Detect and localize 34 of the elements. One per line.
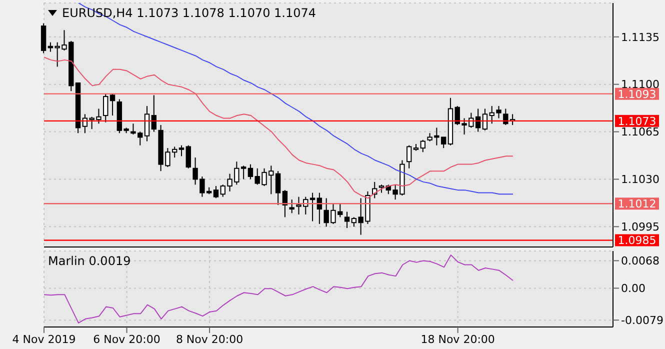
candlestick: [420, 139, 426, 153]
x-tick-label: 18 Nov 20:00: [420, 332, 495, 346]
candlestick: [248, 164, 254, 180]
y-tick-label: 1.1065: [621, 126, 660, 139]
candlestick: [110, 93, 116, 116]
candlestick: [406, 144, 412, 169]
candlestick: [213, 186, 219, 199]
y-tick-label: -0.0079: [621, 314, 664, 328]
y-tick-label: 1.0995: [621, 220, 660, 234]
ref-line-label: 1.1093: [618, 88, 656, 101]
candlestick: [482, 108, 488, 131]
x-tick-label: 4 Nov 2019: [12, 332, 76, 346]
candlestick: [178, 144, 184, 157]
candlestick: [103, 93, 108, 123]
candlestick: [282, 190, 288, 218]
x-tick-label: 6 Nov 20:00: [93, 332, 160, 346]
candlestick: [151, 94, 157, 132]
candlestick: [344, 211, 350, 229]
line-series: [44, 56, 514, 199]
candlestick: [289, 199, 294, 214]
candlestick: [144, 106, 150, 142]
candlestick: [316, 192, 322, 224]
candlestick: [310, 192, 316, 222]
ref-line-label: 1.0985: [618, 234, 656, 248]
y-tick-label: 0.0068: [621, 254, 660, 268]
chart-title: Marlin 0.0019: [48, 254, 131, 268]
y-tick-label: 0.00: [621, 282, 646, 296]
candlestick: [186, 144, 191, 169]
line-series: [44, 254, 514, 324]
y-tick-label: 1.1135: [621, 30, 660, 44]
ref-line-label: 1.1073: [618, 114, 656, 128]
y-tick-label: 1.1030: [621, 173, 660, 186]
ref-line-label: 1.1012: [618, 198, 656, 211]
x-tick-label: 8 Nov 20:00: [176, 332, 244, 346]
